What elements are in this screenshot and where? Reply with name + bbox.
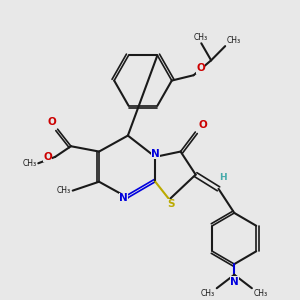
Text: S: S (167, 199, 175, 209)
Text: CH₃: CH₃ (194, 32, 208, 41)
Text: N: N (151, 149, 160, 159)
Text: CH₃: CH₃ (22, 159, 37, 168)
Text: O: O (44, 152, 52, 162)
Text: O: O (196, 64, 205, 74)
Text: N: N (119, 193, 128, 203)
Text: O: O (47, 117, 56, 128)
Text: CH₃: CH₃ (201, 289, 215, 298)
Text: O: O (198, 120, 207, 130)
Text: N: N (230, 277, 239, 286)
Text: CH₃: CH₃ (227, 36, 241, 45)
Text: CH₃: CH₃ (254, 289, 268, 298)
Text: CH₃: CH₃ (57, 186, 71, 195)
Text: H: H (219, 173, 227, 182)
